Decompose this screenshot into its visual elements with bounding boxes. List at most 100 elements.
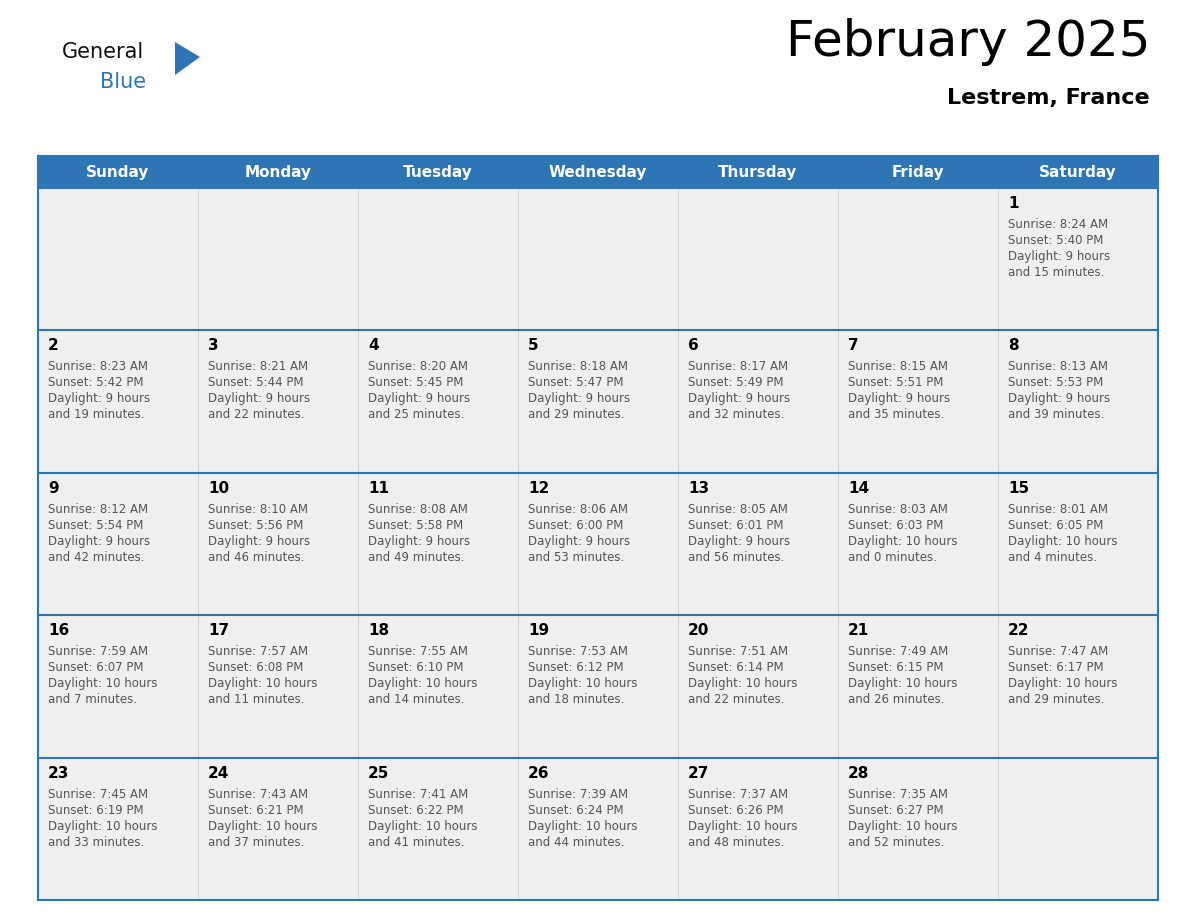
Bar [358, 473, 518, 615]
Text: and 25 minutes.: and 25 minutes. [368, 409, 465, 421]
Text: 25: 25 [368, 766, 390, 780]
Text: and 11 minutes.: and 11 minutes. [208, 693, 304, 706]
Text: 14: 14 [848, 481, 870, 496]
Text: Sunrise: 7:45 AM: Sunrise: 7:45 AM [48, 788, 148, 800]
Text: and 41 minutes.: and 41 minutes. [368, 835, 465, 848]
Text: Sunrise: 7:35 AM: Sunrise: 7:35 AM [848, 788, 948, 800]
Text: and 39 minutes.: and 39 minutes. [1007, 409, 1105, 421]
Text: 2: 2 [48, 339, 58, 353]
Text: Sunset: 5:54 PM: Sunset: 5:54 PM [48, 519, 144, 532]
Text: Sunset: 6:19 PM: Sunset: 6:19 PM [48, 803, 144, 817]
Text: and 7 minutes.: and 7 minutes. [48, 693, 137, 706]
Text: Sunset: 5:44 PM: Sunset: 5:44 PM [208, 376, 303, 389]
Text: Daylight: 10 hours: Daylight: 10 hours [1007, 535, 1118, 548]
Text: Sunrise: 7:37 AM: Sunrise: 7:37 AM [688, 788, 788, 800]
Text: General: General [62, 42, 144, 62]
Text: and 52 minutes.: and 52 minutes. [848, 835, 944, 848]
Text: Sunrise: 7:49 AM: Sunrise: 7:49 AM [848, 645, 948, 658]
Text: Daylight: 10 hours: Daylight: 10 hours [848, 535, 958, 548]
Bar [998, 188, 1158, 330]
Text: Sunrise: 7:55 AM: Sunrise: 7:55 AM [368, 645, 468, 658]
Bar [678, 188, 838, 330]
Text: Sunset: 6:24 PM: Sunset: 6:24 PM [527, 803, 624, 817]
Text: Sunrise: 8:12 AM: Sunrise: 8:12 AM [48, 503, 148, 516]
Text: Sunset: 6:14 PM: Sunset: 6:14 PM [688, 661, 784, 674]
Text: Sunrise: 8:21 AM: Sunrise: 8:21 AM [208, 361, 308, 374]
Text: Daylight: 10 hours: Daylight: 10 hours [208, 677, 317, 690]
Text: 24: 24 [208, 766, 229, 780]
Text: Sunrise: 7:43 AM: Sunrise: 7:43 AM [208, 788, 308, 800]
Text: 13: 13 [688, 481, 709, 496]
Text: Daylight: 10 hours: Daylight: 10 hours [48, 677, 158, 690]
Text: Daylight: 9 hours: Daylight: 9 hours [688, 392, 790, 406]
Text: and 49 minutes.: and 49 minutes. [368, 551, 465, 564]
Text: and 37 minutes.: and 37 minutes. [208, 835, 304, 848]
Text: Daylight: 10 hours: Daylight: 10 hours [208, 820, 317, 833]
Bar [38, 473, 198, 615]
Text: Daylight: 9 hours: Daylight: 9 hours [208, 535, 310, 548]
Text: Lestrem, France: Lestrem, France [947, 88, 1150, 108]
Bar [198, 188, 358, 330]
Text: 28: 28 [848, 766, 870, 780]
Text: Sunset: 5:58 PM: Sunset: 5:58 PM [368, 519, 463, 532]
Text: Sunset: 6:15 PM: Sunset: 6:15 PM [848, 661, 943, 674]
Text: and 32 minutes.: and 32 minutes. [688, 409, 784, 421]
Bar [38, 156, 1158, 188]
Text: 20: 20 [688, 623, 709, 638]
Text: Daylight: 10 hours: Daylight: 10 hours [527, 677, 638, 690]
Bar [198, 330, 358, 473]
Text: and 44 minutes.: and 44 minutes. [527, 835, 625, 848]
Text: Sunset: 5:51 PM: Sunset: 5:51 PM [848, 376, 943, 389]
Text: Daylight: 9 hours: Daylight: 9 hours [848, 392, 950, 406]
Text: and 42 minutes.: and 42 minutes. [48, 551, 145, 564]
Text: Sunset: 5:42 PM: Sunset: 5:42 PM [48, 376, 144, 389]
Text: and 4 minutes.: and 4 minutes. [1007, 551, 1097, 564]
Text: Daylight: 9 hours: Daylight: 9 hours [368, 535, 470, 548]
Text: and 46 minutes.: and 46 minutes. [208, 551, 304, 564]
Text: 22: 22 [1007, 623, 1030, 638]
Bar [678, 757, 838, 900]
Text: Sunrise: 8:08 AM: Sunrise: 8:08 AM [368, 503, 468, 516]
Text: Sunrise: 7:41 AM: Sunrise: 7:41 AM [368, 788, 468, 800]
Bar [838, 473, 998, 615]
Bar [358, 330, 518, 473]
Bar [518, 188, 678, 330]
Text: 23: 23 [48, 766, 69, 780]
Polygon shape [175, 42, 200, 75]
Text: Daylight: 10 hours: Daylight: 10 hours [368, 820, 478, 833]
Text: Daylight: 9 hours: Daylight: 9 hours [1007, 250, 1110, 263]
Text: and 35 minutes.: and 35 minutes. [848, 409, 944, 421]
Bar [518, 473, 678, 615]
Text: and 15 minutes.: and 15 minutes. [1007, 266, 1105, 279]
Text: 1: 1 [1007, 196, 1018, 211]
Text: 15: 15 [1007, 481, 1029, 496]
Text: and 33 minutes.: and 33 minutes. [48, 835, 144, 848]
Bar [998, 473, 1158, 615]
Bar [38, 615, 198, 757]
Text: Sunrise: 8:18 AM: Sunrise: 8:18 AM [527, 361, 628, 374]
Text: 10: 10 [208, 481, 229, 496]
Text: Sunrise: 8:06 AM: Sunrise: 8:06 AM [527, 503, 628, 516]
Bar [38, 330, 198, 473]
Text: 9: 9 [48, 481, 58, 496]
Bar [838, 757, 998, 900]
Text: 5: 5 [527, 339, 538, 353]
Text: Daylight: 10 hours: Daylight: 10 hours [1007, 677, 1118, 690]
Text: Daylight: 9 hours: Daylight: 9 hours [1007, 392, 1110, 406]
Text: Sunday: Sunday [87, 164, 150, 180]
Text: 3: 3 [208, 339, 219, 353]
Text: Sunset: 6:01 PM: Sunset: 6:01 PM [688, 519, 784, 532]
Text: Sunset: 6:27 PM: Sunset: 6:27 PM [848, 803, 943, 817]
Text: Daylight: 10 hours: Daylight: 10 hours [688, 677, 797, 690]
Text: Sunset: 6:05 PM: Sunset: 6:05 PM [1007, 519, 1104, 532]
Text: 8: 8 [1007, 339, 1018, 353]
Text: Sunset: 5:56 PM: Sunset: 5:56 PM [208, 519, 303, 532]
Text: and 18 minutes.: and 18 minutes. [527, 693, 625, 706]
Text: Sunrise: 8:23 AM: Sunrise: 8:23 AM [48, 361, 148, 374]
Text: Daylight: 9 hours: Daylight: 9 hours [527, 535, 630, 548]
Text: and 48 minutes.: and 48 minutes. [688, 835, 784, 848]
Bar [678, 615, 838, 757]
Text: Sunset: 6:21 PM: Sunset: 6:21 PM [208, 803, 304, 817]
Text: Sunrise: 8:10 AM: Sunrise: 8:10 AM [208, 503, 308, 516]
Text: 21: 21 [848, 623, 870, 638]
